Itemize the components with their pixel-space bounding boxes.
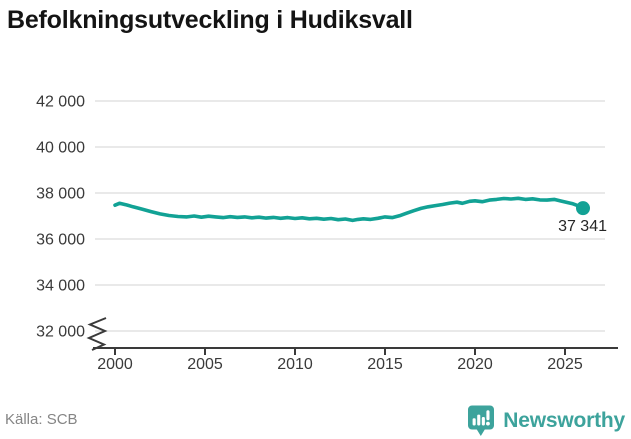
x-axis-tick-label: 2020 [457,356,493,373]
x-axis-tick-label: 2005 [187,356,223,373]
y-axis-tick-label: 40 000 [36,140,85,157]
x-axis-tick-label: 2010 [277,356,313,373]
newsworthy-brand-name: Newsworthy [503,409,625,432]
x-axis-tick-label: 2025 [547,356,583,373]
source-label: Källa: SCB [5,411,78,428]
y-axis-tick-label: 42 000 [36,94,85,111]
series-end-value-label: 37 341 [558,218,607,235]
axis-break-symbol [86,317,108,351]
x-axis-tick-label: 2015 [367,356,403,373]
newsworthy-brand-link[interactable]: Newsworthy [467,405,625,437]
y-axis-tick-label: 38 000 [36,186,85,203]
y-axis-tick-label: 34 000 [36,278,85,295]
chart-title: Befolkningsutveckling i Hudiksvall [7,6,413,34]
population-series-line [113,196,585,223]
series-end-dot [576,201,591,216]
y-axis-tick-label: 32 000 [36,324,85,341]
x-axis-tick-label: 2000 [97,356,133,373]
y-axis-tick-label: 36 000 [36,232,85,249]
newsworthy-logo-icon [468,405,495,436]
